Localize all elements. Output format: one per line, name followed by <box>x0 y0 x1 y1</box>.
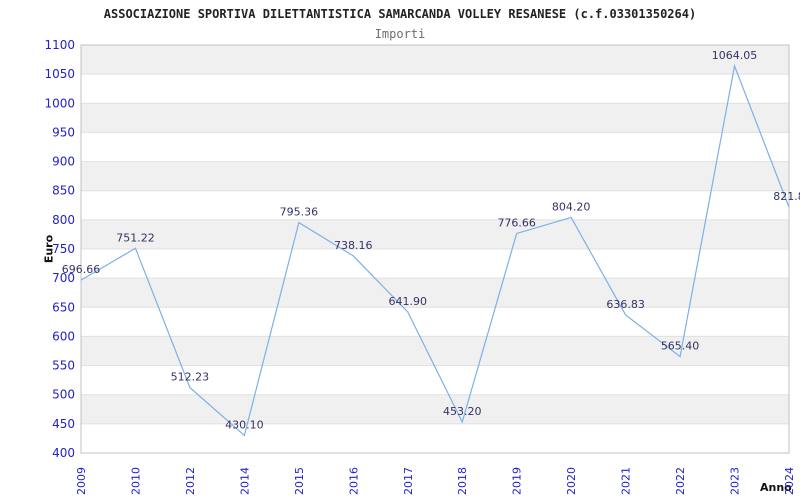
data-point-label: 751.22 <box>116 231 155 244</box>
y-tick-label: 1050 <box>44 67 75 81</box>
y-tick-label: 550 <box>52 359 75 373</box>
plot-band <box>81 161 789 191</box>
y-tick-label: 500 <box>52 388 75 402</box>
data-point-label: 795.36 <box>280 206 319 219</box>
x-tick-label: 2021 <box>620 467 633 495</box>
y-tick-label: 700 <box>52 271 75 285</box>
y-tick-label: 1000 <box>44 96 75 110</box>
data-point-label: 430.10 <box>225 418 264 431</box>
x-tick-label: 2016 <box>347 467 360 495</box>
y-tick-label: 400 <box>52 446 75 460</box>
y-tick-label: 800 <box>52 213 75 227</box>
data-point-label: 821.8 <box>773 190 800 203</box>
series-line <box>80 63 790 437</box>
plot-border <box>80 44 790 454</box>
x-tick-label: 2017 <box>402 467 415 495</box>
x-tick-label: 2012 <box>184 467 197 495</box>
x-tick-label: 2015 <box>293 467 306 495</box>
y-tick-label: 950 <box>52 125 75 139</box>
y-tick-label: 1100 <box>44 38 75 52</box>
plot-band <box>81 249 789 279</box>
plot-band <box>81 219 789 249</box>
x-tick-label: 2020 <box>565 467 578 495</box>
y-tick-label: 650 <box>52 300 75 314</box>
plot-band <box>81 74 789 104</box>
plot-band <box>81 190 789 220</box>
data-point-label: 776.66 <box>497 216 536 229</box>
x-tick-label: 2010 <box>129 467 142 495</box>
x-tick-label: 2022 <box>674 467 687 495</box>
plot-band <box>81 278 789 308</box>
plot-band <box>81 307 789 337</box>
x-tick-label: 2019 <box>511 467 524 495</box>
plot-band <box>81 103 789 133</box>
plot-band <box>81 45 789 75</box>
y-tick-label: 900 <box>52 155 75 169</box>
x-tick-label: 2023 <box>729 467 742 495</box>
data-point-label: 804.20 <box>552 200 591 213</box>
plot-band <box>81 365 789 395</box>
data-point-label: 738.16 <box>334 239 373 252</box>
data-point-label: 512.23 <box>171 371 210 384</box>
x-tick-label: 2018 <box>456 467 469 495</box>
plot-band <box>81 336 789 366</box>
y-tick-label: 600 <box>52 329 75 343</box>
chart-title: ASSOCIAZIONE SPORTIVA DILETTANTISTICA SA… <box>103 7 697 21</box>
data-point-label: 453.20 <box>443 405 482 418</box>
data-point-label: 636.83 <box>606 298 645 311</box>
data-point-label: 565.40 <box>661 340 700 353</box>
chart-subtitle: Importi <box>374 27 426 41</box>
plot-band <box>81 132 789 162</box>
data-point-label: 1064.05 <box>712 49 758 62</box>
y-tick-label: 850 <box>52 184 75 198</box>
x-tick-label: 2024 <box>783 467 796 495</box>
data-point-label: 696.66 <box>62 263 101 276</box>
x-tick-label: 2014 <box>238 467 251 495</box>
plot-band <box>81 423 789 453</box>
plot-band <box>81 394 789 424</box>
x-axis-title: Anno <box>760 481 792 494</box>
y-tick-label: 750 <box>52 242 75 256</box>
y-tick-label: 450 <box>52 417 75 431</box>
x-tick-label: 2009 <box>75 467 88 495</box>
data-point-label: 641.90 <box>389 295 428 308</box>
